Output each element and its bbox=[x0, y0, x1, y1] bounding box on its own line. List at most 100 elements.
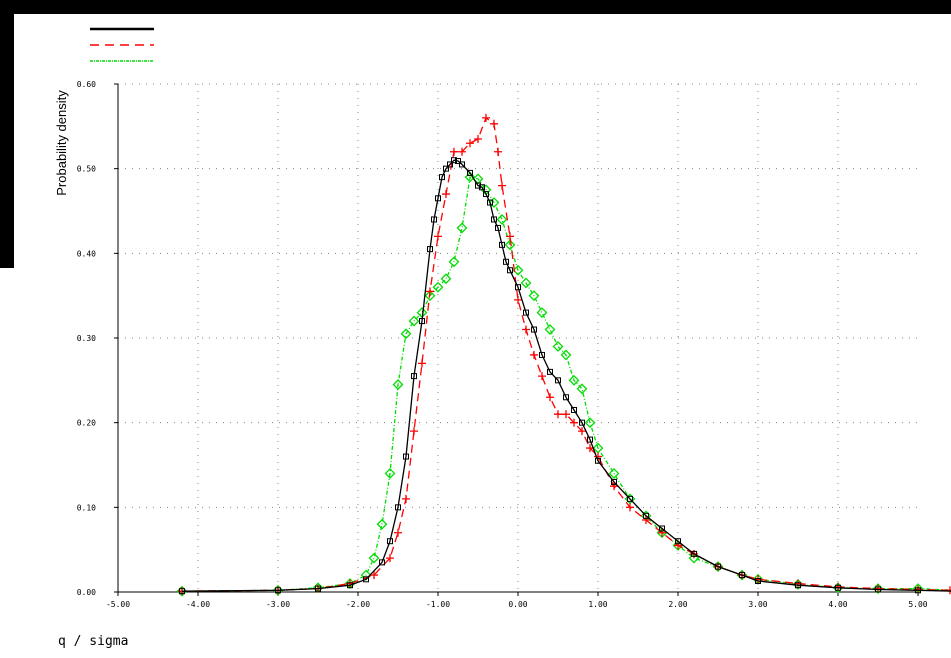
data-point bbox=[515, 284, 521, 291]
x-tick-label: 5.00 bbox=[908, 600, 927, 609]
data-point bbox=[394, 528, 402, 537]
data-point bbox=[523, 309, 529, 316]
x-tick-label: -4.00 bbox=[186, 600, 210, 609]
data-point bbox=[739, 572, 745, 579]
data-point bbox=[410, 427, 418, 436]
data-point bbox=[946, 586, 951, 595]
data-point bbox=[411, 373, 417, 380]
data-point bbox=[408, 315, 420, 327]
data-point bbox=[402, 494, 410, 503]
data-point bbox=[554, 410, 562, 419]
data-point bbox=[426, 287, 434, 296]
data-point bbox=[568, 374, 580, 386]
data-point bbox=[451, 157, 457, 164]
data-point bbox=[403, 453, 409, 460]
y-tick-label: 0.50 bbox=[77, 165, 96, 174]
data-point bbox=[835, 584, 841, 591]
data-point bbox=[691, 550, 697, 557]
data-point bbox=[418, 359, 426, 368]
data-point bbox=[658, 528, 666, 537]
data-point bbox=[392, 379, 404, 390]
y-tick-label: 0.00 bbox=[77, 588, 96, 597]
data-point bbox=[584, 417, 596, 429]
x-tick-label: 1.00 bbox=[588, 600, 607, 609]
data-point bbox=[491, 216, 497, 223]
data-point bbox=[439, 174, 445, 181]
data-point bbox=[536, 307, 548, 319]
data-point bbox=[483, 191, 489, 198]
x-axis-label: q / sigma bbox=[58, 634, 128, 649]
data-point bbox=[443, 165, 449, 172]
data-point bbox=[531, 326, 537, 333]
data-point bbox=[419, 318, 425, 325]
data-point bbox=[347, 582, 353, 589]
data-point bbox=[487, 199, 493, 206]
data-point bbox=[546, 393, 554, 402]
axes: -5.00 -4.00 -3.00 -2.00 -1.00 0.00 1.00 2.00 3.0… bbox=[77, 80, 928, 609]
series-3 bbox=[176, 171, 951, 597]
data-point bbox=[370, 571, 378, 580]
data-point bbox=[610, 482, 618, 491]
data-point bbox=[626, 503, 634, 512]
data-point bbox=[875, 586, 881, 593]
data-point bbox=[427, 246, 433, 253]
data-point bbox=[522, 325, 530, 334]
data-point bbox=[482, 113, 490, 122]
data-point bbox=[587, 436, 593, 443]
data-point bbox=[379, 559, 385, 566]
data-point bbox=[539, 351, 545, 358]
y-axis-label: Probability density bbox=[54, 90, 69, 196]
data-point bbox=[552, 341, 564, 352]
data-point bbox=[475, 182, 481, 189]
data-point bbox=[563, 394, 569, 401]
data-point bbox=[440, 273, 452, 285]
data-point bbox=[424, 290, 436, 302]
data-point bbox=[447, 161, 453, 168]
data-point bbox=[435, 195, 441, 202]
data-point bbox=[496, 214, 508, 225]
data-point bbox=[456, 222, 468, 234]
data-point bbox=[507, 267, 513, 274]
data-point bbox=[488, 197, 500, 208]
data-point bbox=[504, 239, 516, 251]
data-point bbox=[494, 147, 502, 156]
data-point bbox=[915, 587, 921, 594]
x-tick-label: 2.00 bbox=[668, 600, 687, 609]
series-layer bbox=[176, 113, 951, 597]
data-point bbox=[432, 281, 444, 293]
data-point bbox=[514, 295, 522, 304]
data-point bbox=[642, 516, 650, 525]
data-point bbox=[571, 406, 577, 413]
data-point bbox=[643, 512, 649, 519]
data-point bbox=[544, 324, 556, 335]
data-point bbox=[495, 224, 501, 231]
data-point bbox=[479, 184, 485, 191]
data-point bbox=[459, 161, 465, 168]
series-1 bbox=[179, 157, 951, 595]
y-tick-label: 0.60 bbox=[77, 80, 96, 89]
data-point bbox=[538, 372, 546, 381]
data-point bbox=[179, 588, 185, 595]
data-point bbox=[455, 158, 461, 165]
data-point bbox=[562, 410, 570, 419]
data-point bbox=[528, 290, 540, 302]
data-point bbox=[368, 552, 380, 564]
data-point bbox=[755, 577, 761, 584]
data-point bbox=[466, 139, 474, 148]
y-tick-label: 0.40 bbox=[77, 249, 96, 258]
data-point bbox=[520, 277, 532, 289]
data-point bbox=[795, 582, 801, 589]
data-point bbox=[627, 495, 633, 502]
series-3-line bbox=[181, 176, 951, 592]
series-2 bbox=[178, 113, 951, 596]
x-tick-label: -1.00 bbox=[426, 600, 450, 609]
y-tick-label: 0.20 bbox=[77, 419, 96, 428]
y-tick-label: 0.10 bbox=[77, 503, 96, 512]
data-point bbox=[450, 147, 458, 156]
x-tick-label: 4.00 bbox=[828, 600, 847, 609]
data-point bbox=[442, 190, 450, 199]
x-tick-label: 3.00 bbox=[748, 600, 767, 609]
data-point bbox=[595, 457, 601, 464]
top-frame-bar bbox=[0, 0, 951, 14]
